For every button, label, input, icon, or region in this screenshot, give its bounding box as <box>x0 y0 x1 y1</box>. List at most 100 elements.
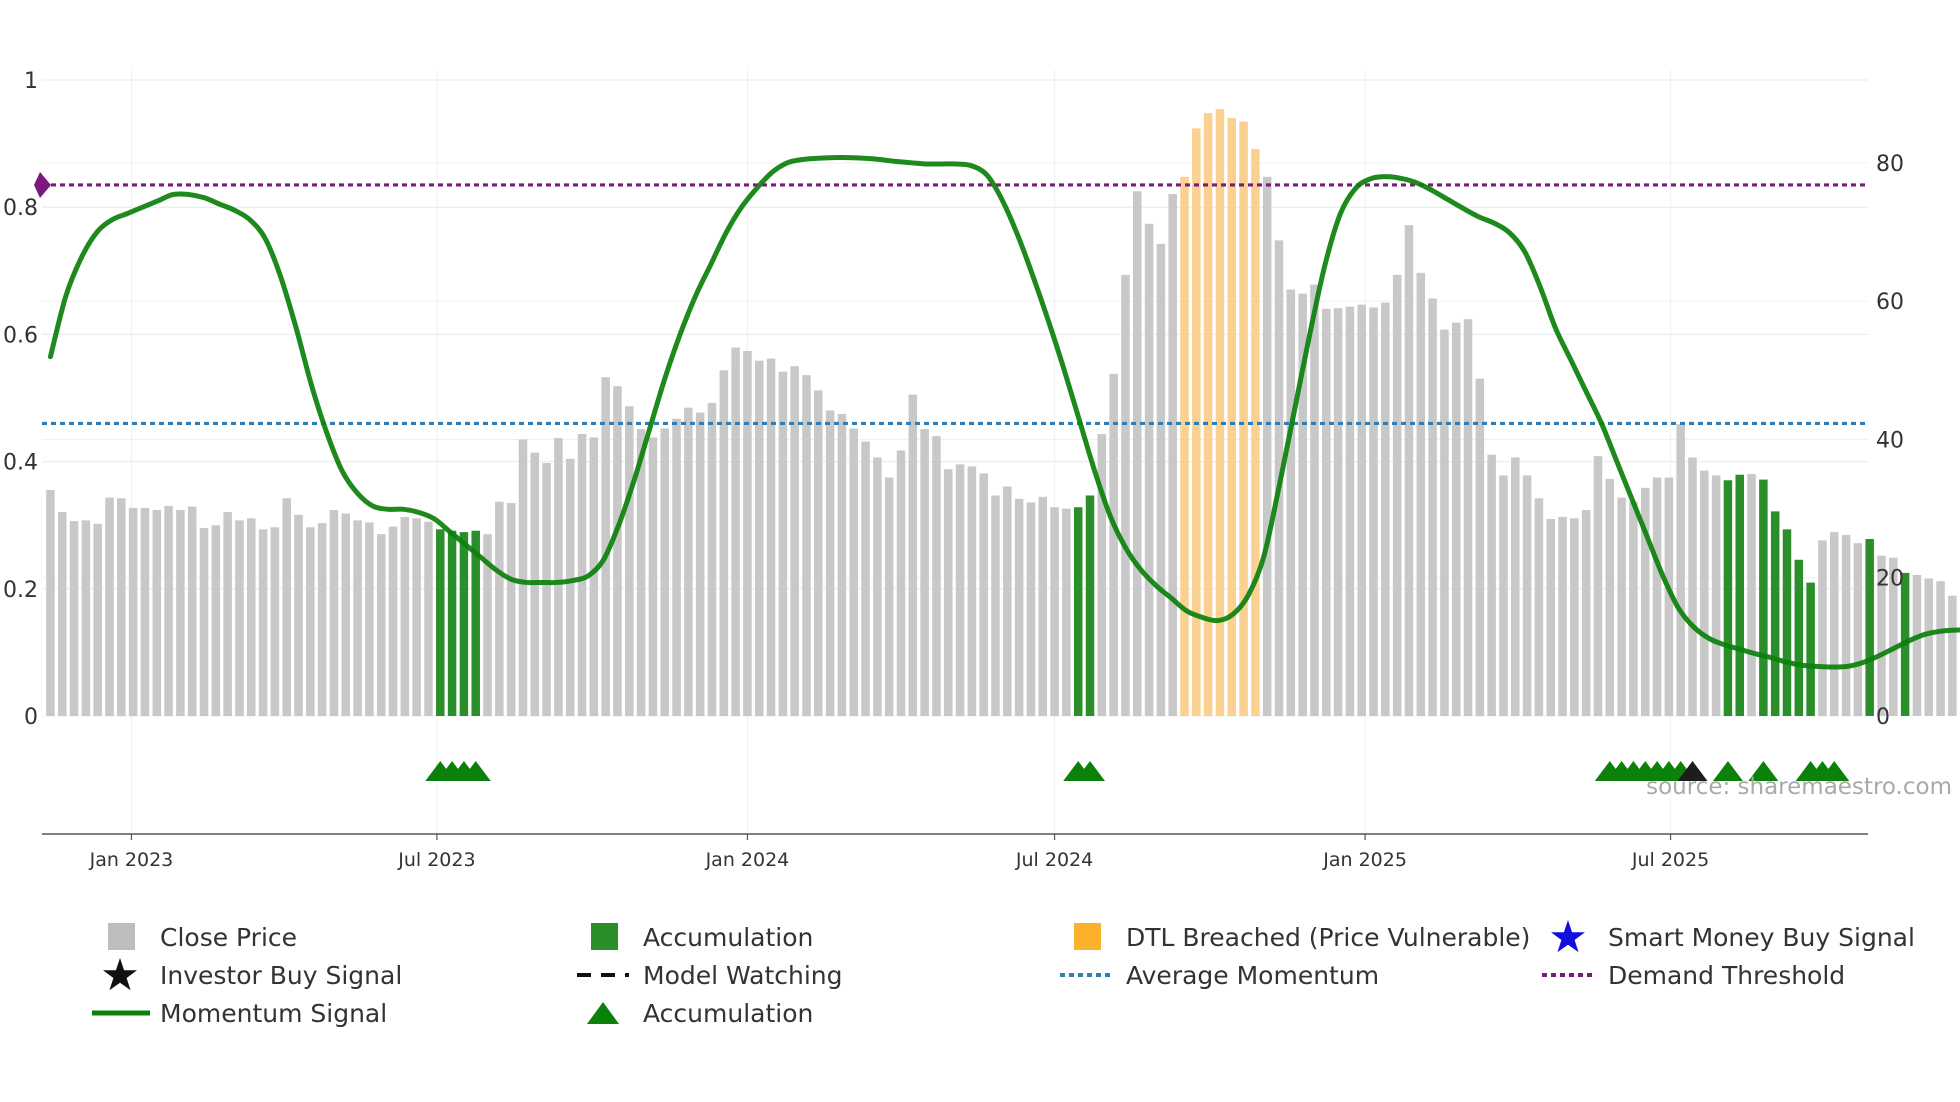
close-price-bar <box>412 518 421 716</box>
close-price-bar <box>1310 284 1319 716</box>
close-price-bar <box>199 527 209 716</box>
x-tick-label: Jul 2025 <box>1631 849 1709 871</box>
close-price-bar <box>1168 194 1177 717</box>
close-price-bar <box>1144 223 1154 716</box>
price-bars <box>46 109 1957 717</box>
purple-dotted-line-icon <box>1542 973 1596 977</box>
close-price-bar <box>554 438 563 716</box>
close-price-bar <box>518 439 528 716</box>
y-right-tick-label: 40 <box>1876 428 1904 453</box>
black-star-icon <box>103 958 137 991</box>
close-price-bar <box>128 507 138 716</box>
accumulation-bar <box>1794 559 1804 716</box>
close-price-bar <box>589 437 599 716</box>
accumulation-bar <box>1770 511 1780 716</box>
dtl-breached-bar <box>1180 176 1189 717</box>
source-label: source: sharemaestro.com <box>1646 774 1952 800</box>
close-price-bar <box>1570 518 1579 716</box>
close-price-bar <box>849 428 858 716</box>
legend-item-investor-buy: Investor Buy Signal <box>90 958 402 992</box>
close-price-bar <box>577 433 587 716</box>
close-price-bar <box>1924 578 1934 716</box>
close-price-bar <box>400 516 410 716</box>
close-price-bar <box>1829 532 1839 716</box>
legend-label: Model Watching <box>643 960 843 990</box>
green-triangle-icon <box>587 1002 619 1024</box>
close-price-bar <box>1948 595 1957 716</box>
legend-label: Investor Buy Signal <box>160 960 403 990</box>
close-price-bar <box>1640 487 1650 716</box>
close-price-bar <box>247 518 256 716</box>
legend-item-accumulation-marker: Accumulation <box>573 996 813 1030</box>
green-line-icon <box>92 1010 150 1016</box>
close-price-bar <box>837 413 847 716</box>
close-price-bar <box>187 506 197 716</box>
close-price-bar <box>1676 424 1685 716</box>
close-price-bar <box>46 489 55 716</box>
close-price-bar <box>672 418 681 716</box>
legend-item-close-price: Close Price <box>90 920 297 954</box>
x-tick-label: Jan 2025 <box>1322 849 1407 871</box>
close-price-bar <box>778 371 788 716</box>
legend-item-accumulation: Accumulation <box>573 920 813 954</box>
gray-square-icon <box>108 923 135 950</box>
close-price-bar <box>1392 274 1402 716</box>
x-axis-labels: Jan 2023 Jul 2023 Jan 2024 Jul 2024 Jan 2025… <box>89 834 1709 871</box>
accumulation-triangle <box>1075 761 1106 781</box>
black-dashed-line-icon <box>577 973 629 977</box>
close-price-bar <box>991 495 1000 716</box>
close-price-bar <box>69 521 79 716</box>
accumulation-bar <box>1073 507 1083 716</box>
close-price-bar <box>81 520 91 716</box>
legend-item-dtl-breached: DTL Breached (Price Vulnerable) <box>1056 920 1530 954</box>
accumulation-bar <box>1759 479 1768 716</box>
close-price-bar <box>1097 433 1107 716</box>
close-price-bar <box>1298 293 1307 716</box>
dtl-breached-bar <box>1227 118 1237 717</box>
y-axis-right-labels: 0 20 40 60 80 <box>1876 152 1904 730</box>
close-price-bar <box>684 407 693 716</box>
close-price-bar <box>506 503 516 716</box>
y-right-tick-label: 60 <box>1876 290 1904 315</box>
legend-label: Close Price <box>160 922 298 952</box>
accumulation-bar <box>447 530 457 716</box>
close-price-bar <box>1487 454 1496 716</box>
legend-item-average-momentum: Average Momentum <box>1056 958 1379 992</box>
close-price-bar <box>601 377 610 716</box>
close-price-bar <box>1322 308 1331 716</box>
close-price-bar <box>825 410 835 716</box>
close-price-bar <box>176 509 185 716</box>
close-price-bar <box>1546 518 1555 716</box>
close-price-bar <box>1912 574 1922 716</box>
close-price-bar <box>1605 478 1615 716</box>
legend-label: Average Momentum <box>1126 960 1380 990</box>
close-price-bar <box>766 358 776 716</box>
close-price-bar <box>270 527 280 716</box>
close-price-bar <box>613 386 622 716</box>
accumulation-bar <box>1735 474 1744 716</box>
close-price-bar <box>743 350 752 716</box>
x-tick-label: Jan 2024 <box>705 849 790 871</box>
close-price-bar <box>1664 477 1674 716</box>
close-price-bar <box>719 370 729 716</box>
accumulation-bar <box>1085 495 1095 716</box>
close-price-bar <box>294 514 303 716</box>
y-right-tick-label: 20 <box>1876 567 1904 592</box>
close-price-bar <box>1381 302 1390 716</box>
close-price-bar <box>1038 496 1048 716</box>
legend-label: Accumulation <box>643 922 814 952</box>
close-price-bar <box>105 497 114 716</box>
close-price-bar <box>282 498 291 716</box>
y-left-tick-label: 0.8 <box>3 196 38 221</box>
close-price-bar <box>802 375 811 716</box>
legend: Close Price Accumulation DTL Breached (P… <box>90 920 1950 1050</box>
close-price-bar <box>1440 329 1449 716</box>
close-price-bar <box>979 473 988 716</box>
orange-square-icon <box>1074 923 1101 950</box>
close-price-bar <box>1121 274 1130 716</box>
close-price-bar <box>565 458 575 716</box>
close-price-bar <box>1062 508 1071 716</box>
close-price-bar <box>1700 470 1709 716</box>
close-price-bar <box>1499 475 1508 716</box>
close-price-bar <box>1286 289 1296 716</box>
